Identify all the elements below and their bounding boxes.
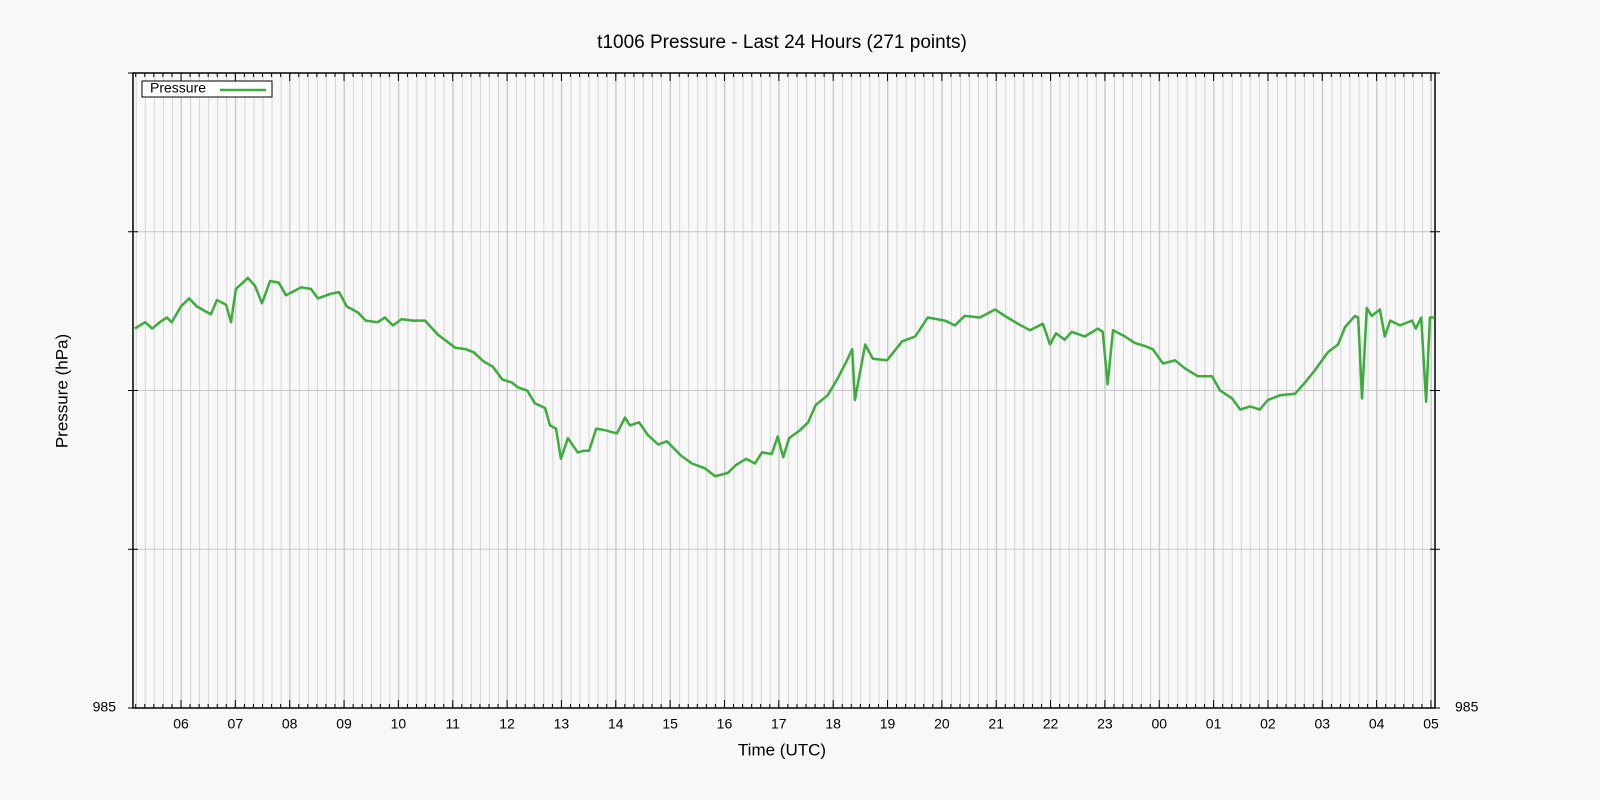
x-tick-label: 08 [282,716,298,732]
x-tick-label: 01 [1206,716,1222,732]
chart-title: t1006 Pressure - Last 24 Hours (271 poin… [597,32,967,53]
y-axis-label: Pressure (hPa) [52,334,71,448]
x-tick-label: 04 [1369,716,1385,732]
x-tick-label: 17 [771,716,787,732]
x-tick-label: 15 [662,716,678,732]
x-tick-label: 19 [880,716,896,732]
x-tick-label: 12 [499,716,515,732]
x-tick-label: 06 [173,716,189,732]
x-tick-label: 16 [717,716,733,732]
x-tick-label: 10 [391,716,407,732]
y2-tick-label: 985 [1455,699,1479,715]
plot-frame [132,72,1436,709]
x-tick-label: 14 [608,716,624,732]
x-tick-label: 03 [1314,716,1330,732]
x-tick-label: 13 [554,716,570,732]
x-tick-label: 05 [1423,716,1439,732]
x-tick-label: 23 [1097,716,1113,732]
legend-label: Pressure [150,80,206,96]
x-tick-label: 09 [336,716,352,732]
y-tick-label: 985 [93,699,117,715]
data-line [134,276,1435,478]
x-tick-label: 22 [1043,716,1059,732]
x-tick-label: 21 [988,716,1004,732]
x-axis-label: Time (UTC) [738,740,826,759]
x-tick-label: 11 [445,716,460,732]
x-tick-label: 02 [1260,716,1276,732]
legend-box [141,80,273,98]
x-tick-label: 07 [228,716,244,732]
x-tick-label: 18 [825,716,841,732]
x-tick-label: 20 [934,716,950,732]
x-tick-label: 00 [1151,716,1167,732]
